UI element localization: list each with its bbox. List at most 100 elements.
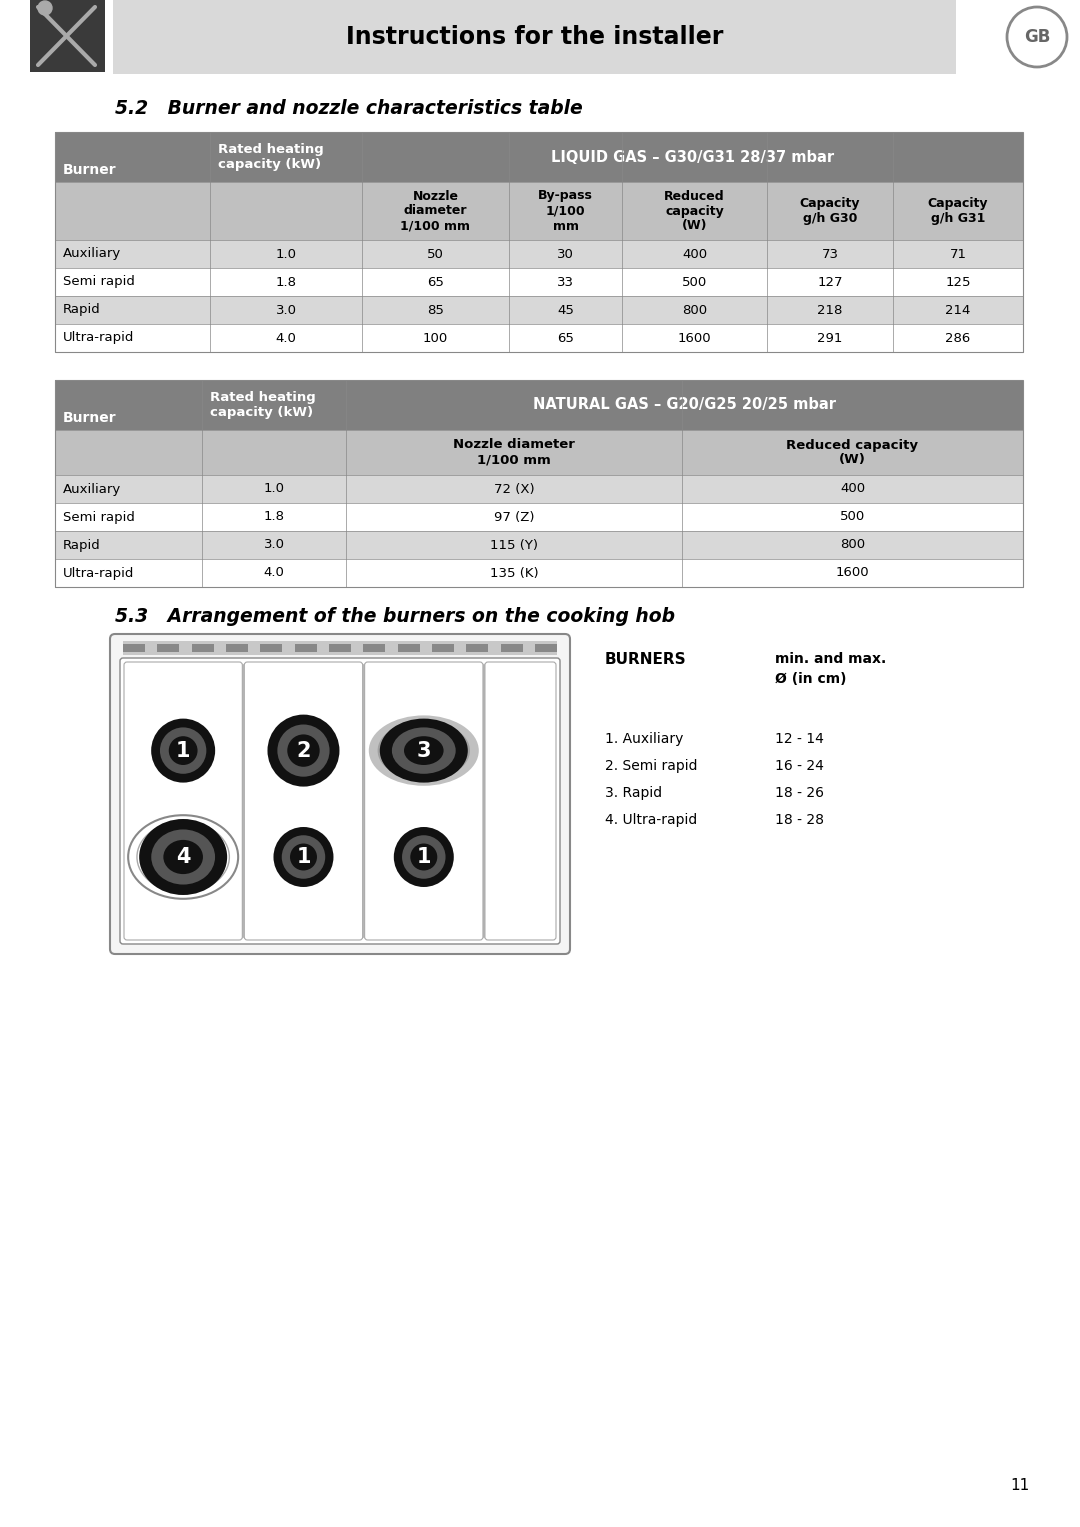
- Text: Semi rapid: Semi rapid: [63, 510, 135, 524]
- Text: Burner: Burner: [63, 163, 117, 177]
- Bar: [767, 296, 893, 324]
- Bar: [346, 380, 1023, 431]
- Bar: [202, 531, 346, 559]
- Text: 18 - 28: 18 - 28: [775, 812, 824, 828]
- Text: 1.0: 1.0: [264, 483, 284, 495]
- Bar: [363, 644, 386, 652]
- Bar: [893, 182, 1023, 240]
- Bar: [295, 644, 316, 652]
- Circle shape: [38, 2, 52, 15]
- Bar: [55, 269, 210, 296]
- Bar: [681, 475, 1023, 502]
- Text: 71: 71: [949, 247, 967, 261]
- Text: Rated heating
capacity (kW): Rated heating capacity (kW): [210, 391, 315, 418]
- Bar: [681, 531, 1023, 559]
- Bar: [329, 644, 351, 652]
- Text: Burner: Burner: [63, 411, 117, 425]
- Bar: [767, 182, 893, 240]
- Text: 115 (Y): 115 (Y): [490, 539, 538, 551]
- Bar: [893, 324, 1023, 353]
- Bar: [622, 269, 767, 296]
- Text: 1: 1: [296, 847, 311, 867]
- Bar: [681, 502, 1023, 531]
- Bar: [210, 296, 362, 324]
- Bar: [362, 182, 509, 240]
- Text: 72 (X): 72 (X): [494, 483, 535, 495]
- Text: Ø (in cm): Ø (in cm): [775, 672, 847, 686]
- Bar: [55, 475, 202, 502]
- Bar: [432, 644, 454, 652]
- Bar: [362, 324, 509, 353]
- Text: Auxiliary: Auxiliary: [63, 483, 121, 495]
- Bar: [55, 324, 210, 353]
- Ellipse shape: [402, 835, 446, 878]
- Text: 3. Rapid: 3. Rapid: [605, 786, 662, 800]
- Text: 50: 50: [427, 247, 444, 261]
- Bar: [123, 644, 145, 652]
- Ellipse shape: [151, 829, 215, 884]
- Bar: [509, 182, 622, 240]
- Bar: [191, 644, 214, 652]
- Text: 33: 33: [557, 275, 573, 289]
- Text: 4. Ultra-rapid: 4. Ultra-rapid: [605, 812, 698, 828]
- Bar: [113, 0, 956, 73]
- Bar: [509, 296, 622, 324]
- Bar: [893, 240, 1023, 269]
- Text: Rapid: Rapid: [63, 539, 100, 551]
- Bar: [397, 644, 420, 652]
- Bar: [362, 131, 1023, 182]
- Text: 12 - 14: 12 - 14: [775, 731, 824, 747]
- Ellipse shape: [287, 734, 320, 767]
- Bar: [767, 269, 893, 296]
- Ellipse shape: [392, 727, 456, 774]
- Ellipse shape: [404, 736, 444, 765]
- Bar: [210, 269, 362, 296]
- Text: 500: 500: [681, 275, 707, 289]
- Ellipse shape: [139, 818, 227, 895]
- Text: By-pass
1/100
mm: By-pass 1/100 mm: [538, 189, 593, 232]
- Text: min. and max.: min. and max.: [775, 652, 887, 666]
- Text: 73: 73: [822, 247, 838, 261]
- Text: Auxiliary: Auxiliary: [63, 247, 121, 261]
- Text: 1.0: 1.0: [275, 247, 297, 261]
- Bar: [346, 431, 681, 475]
- Text: 1: 1: [417, 847, 431, 867]
- Text: Reduced capacity
(W): Reduced capacity (W): [786, 438, 918, 467]
- Text: NATURAL GAS – G20/G25 20/25 mbar: NATURAL GAS – G20/G25 20/25 mbar: [534, 397, 836, 412]
- Text: 4.0: 4.0: [275, 331, 296, 345]
- FancyBboxPatch shape: [244, 663, 363, 941]
- Bar: [55, 296, 210, 324]
- Ellipse shape: [394, 828, 454, 887]
- Text: Capacity
g/h G30: Capacity g/h G30: [800, 197, 861, 224]
- Bar: [509, 269, 622, 296]
- Text: 214: 214: [945, 304, 971, 316]
- Bar: [202, 475, 346, 502]
- Text: 125: 125: [945, 275, 971, 289]
- Text: Ultra-rapid: Ultra-rapid: [63, 331, 134, 345]
- Bar: [535, 644, 557, 652]
- Ellipse shape: [378, 721, 470, 780]
- Text: 2: 2: [296, 741, 311, 760]
- Ellipse shape: [289, 843, 316, 870]
- Ellipse shape: [160, 727, 206, 774]
- Bar: [622, 324, 767, 353]
- Bar: [55, 502, 202, 531]
- Text: LIQUID GAS – G30/G31 28/37 mbar: LIQUID GAS – G30/G31 28/37 mbar: [551, 150, 834, 165]
- FancyBboxPatch shape: [124, 663, 242, 941]
- Text: 3.0: 3.0: [264, 539, 284, 551]
- Text: 3: 3: [417, 741, 431, 760]
- Bar: [681, 431, 1023, 475]
- Text: 1. Auxiliary: 1. Auxiliary: [605, 731, 684, 747]
- Text: Ultra-rapid: Ultra-rapid: [63, 567, 134, 580]
- Bar: [55, 559, 202, 586]
- Bar: [346, 502, 681, 531]
- Bar: [467, 644, 488, 652]
- Text: 2. Semi rapid: 2. Semi rapid: [605, 759, 698, 773]
- Text: 500: 500: [840, 510, 865, 524]
- FancyBboxPatch shape: [120, 658, 561, 944]
- Text: Rated heating
capacity (kW): Rated heating capacity (kW): [218, 144, 324, 171]
- Text: 127: 127: [818, 275, 842, 289]
- Bar: [362, 240, 509, 269]
- Bar: [681, 559, 1023, 586]
- Text: 5.2   Burner and nozzle characteristics table: 5.2 Burner and nozzle characteristics ta…: [114, 99, 583, 119]
